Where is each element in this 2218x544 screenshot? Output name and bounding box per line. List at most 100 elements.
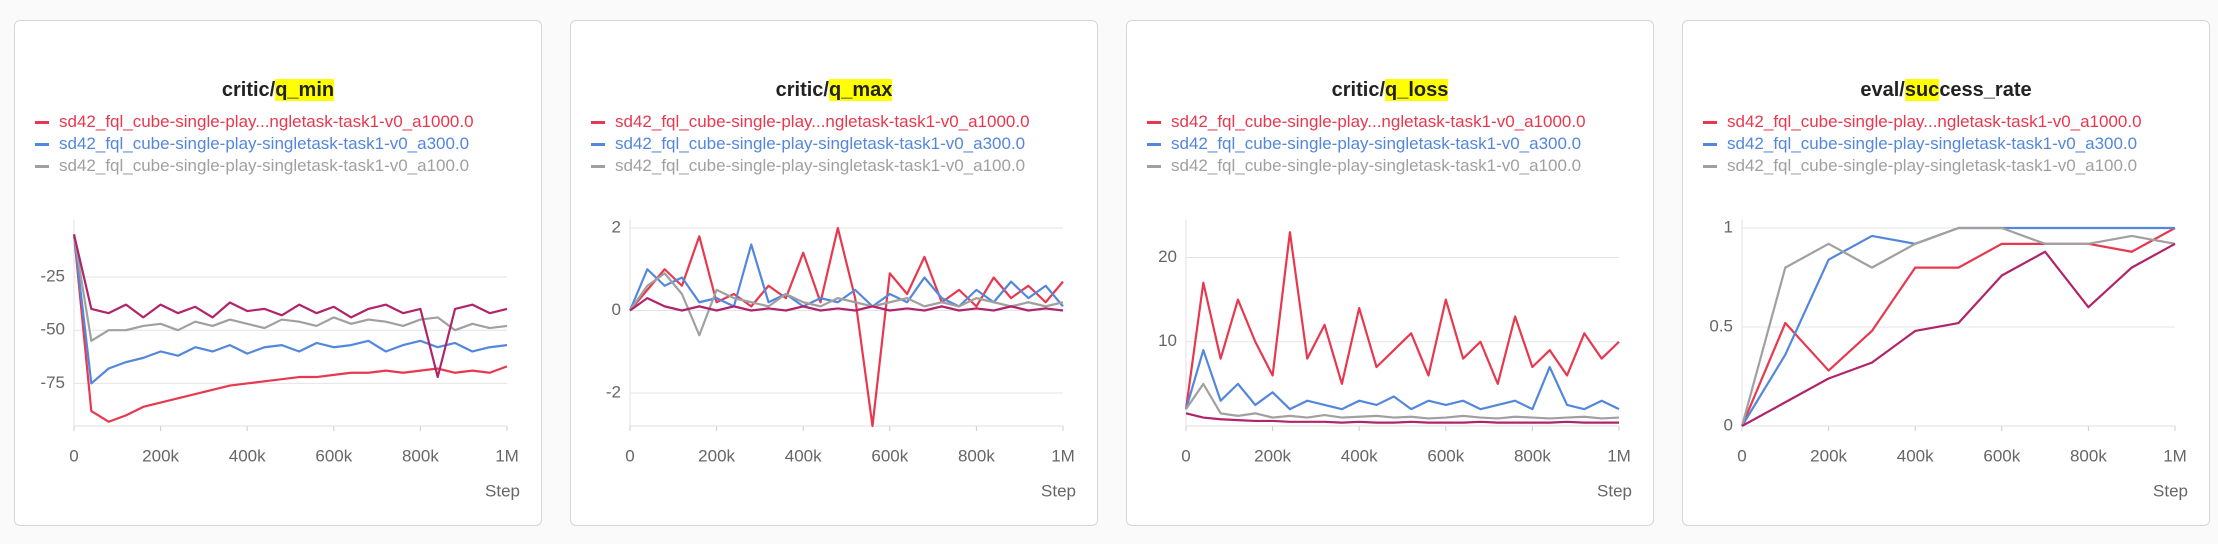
legend-label: sd42_fql_cube-single-play...ngletask-tas… [1727,112,2142,131]
panel-title: eval/success_rate [1683,79,2209,102]
title-part: critic/ [1331,79,1385,101]
legend: sd42_fql_cube-single-play...ngletask-tas… [1147,111,1627,205]
legend: sd42_fql_cube-single-play...ngletask-tas… [35,111,515,205]
series-line [629,272,1064,337]
legend-item: sd42_fql_cube-single-play-singletask-tas… [1147,155,1627,177]
legend: sd42_fql_cube-single-play...ngletask-tas… [591,111,1071,205]
legend-item: sd42_fql_cube-single-play...ngletask-tas… [1703,111,2183,133]
panel: critic/q_min sd42_fql_cube-single-play...… [14,20,542,526]
x-tick-label: 200k [1254,446,1291,465]
x-axis-label: Step [2153,481,2188,500]
chart: -25 -50 -75 0 200k 400k 600k 800k 1M Step [40,220,520,500]
title-part: q_max [828,79,893,101]
legend-item: sd42_fql_cube-single-play-singletask-tas… [1147,133,1627,155]
x-axis-label: Step [485,481,520,500]
legend-label: sd42_fql_cube-single-play-singletask-tas… [615,134,1026,153]
panel: eval/success_rate sd42_fql_cube-single-pl… [1682,20,2210,526]
legend-label: sd42_fql_cube-single-play-singletask-tas… [59,134,470,153]
x-tick-label: 800k [2070,446,2107,465]
panel: critic/q_max sd42_fql_cube-single-play...… [570,20,1098,526]
x-tick-label: 0 [1737,446,1746,465]
chart: 1 0.5 00 200k 400k 600k 800k 1M Step [1709,217,2188,500]
legend-swatch [35,165,49,168]
series-line [1740,227,2176,427]
legend-label: sd42_fql_cube-single-play-singletask-tas… [59,156,470,175]
title-part: cess_rate [1939,79,2032,101]
legend-swatch [591,143,605,146]
legend-swatch [35,143,49,146]
x-tick-label: 600k [315,446,352,465]
legend-item: sd42_fql_cube-single-play-singletask-tas… [1703,133,2183,155]
x-tick-label: 600k [1427,446,1464,465]
y-tick-label: 1 [1724,217,1733,236]
title-part: critic/ [775,79,829,101]
x-tick-label: 200k [142,446,179,465]
legend-item: sd42_fql_cube-single-play...ngletask-tas… [35,111,515,133]
x-tick-label: 1M [495,446,519,465]
legend-swatch [1147,143,1161,146]
x-axis-label: Step [1597,481,1632,500]
legend: sd42_fql_cube-single-play...ngletask-tas… [1703,111,2183,205]
legend-label: sd42_fql_cube-single-play...ngletask-tas… [615,112,1030,131]
legend-swatch [1703,165,1717,168]
legend-item: sd42_fql_cube-single-play-singletask-tas… [35,133,515,155]
legend-label: sd42_fql_cube-single-play-singletask-tas… [1171,134,1582,153]
x-tick-label: 600k [871,446,908,465]
x-tick-label: 600k [1983,446,2020,465]
y-tick-label: -75 [40,373,65,392]
legend-label: sd42_fql_cube-single-play...ngletask-tas… [59,112,474,131]
title-part: q_loss [1385,79,1449,101]
panel-title: critic/q_max [571,79,1097,102]
x-tick-label: 0 [1181,446,1190,465]
x-tick-label: 1M [1051,446,1075,465]
chart: 20 10 0 200k 400k 600k 800k 1M Step [1158,220,1632,500]
x-tick-label: 400k [1897,446,1934,465]
panel-title: critic/q_min [15,79,541,102]
title-part: q_min [275,79,335,101]
y-tick-label: 0.5 [1709,316,1733,335]
legend-label: sd42_fql_cube-single-play...ngletask-tas… [1171,112,1586,131]
x-tick-label: 200k [1810,446,1847,465]
series-line [72,234,508,385]
legend-item: sd42_fql_cube-single-play-singletask-tas… [35,155,515,177]
legend-swatch [1703,143,1717,146]
legend-swatch [1147,121,1161,124]
y-tick-label: -50 [40,320,65,339]
legend-item: sd42_fql_cube-single-play-singletask-tas… [1703,155,2183,177]
x-tick-label: 1M [1607,446,1631,465]
series-line [629,297,1064,312]
panel-title: critic/q_loss [1127,79,1653,102]
x-tick-label: 400k [1341,446,1378,465]
series-line [1184,349,1620,411]
legend-swatch [1703,121,1717,124]
series-line [72,234,508,342]
legend-swatch [35,121,49,124]
chart: 2 0 -2 0 200k 400k 600k 800k 1M Step [606,217,1076,500]
x-tick-label: 800k [958,446,995,465]
legend-item: sd42_fql_cube-single-play-singletask-tas… [591,155,1071,177]
title-part: suc [1904,79,1940,101]
legend-item: sd42_fql_cube-single-play...ngletask-tas… [591,111,1071,133]
series-line [1741,242,2176,427]
series-line [628,243,1064,311]
x-tick-label: 800k [402,446,439,465]
legend-label: sd42_fql_cube-single-play-singletask-tas… [1171,156,1582,175]
title-part: eval/ [1860,79,1905,101]
y-tick-label: 2 [612,217,621,236]
y-tick-label: 20 [1158,247,1177,266]
series-line [72,234,508,379]
x-tick-label: 400k [229,446,266,465]
x-tick-label: 1M [2163,446,2187,465]
legend-label: sd42_fql_cube-single-play-singletask-tas… [1727,156,2138,175]
x-tick-label: 0 [625,446,634,465]
x-tick-label: 400k [785,446,822,465]
series-line [1185,412,1619,424]
x-axis-label: Step [1041,481,1076,500]
legend-item: sd42_fql_cube-single-play-singletask-tas… [591,133,1071,155]
series-line [629,226,1064,428]
legend-swatch [591,121,605,124]
x-tick-label: 800k [1514,446,1551,465]
y-tick-label: -25 [40,266,65,285]
y-tick-label: -2 [606,382,621,401]
